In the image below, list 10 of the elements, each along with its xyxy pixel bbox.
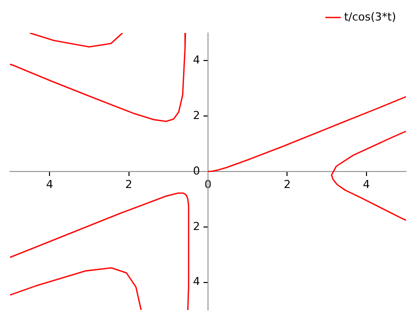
y-tick-label: 0	[193, 164, 200, 178]
y-tick-label: 2	[193, 220, 200, 233]
y-tick-label: 4	[193, 275, 200, 288]
x-tick-label: 4	[46, 178, 54, 191]
x-tick-label: 2	[284, 178, 291, 191]
x-tick-label: 4	[362, 178, 370, 191]
x-tick-label: 2	[125, 178, 132, 191]
y-tick-label: 4	[193, 54, 200, 67]
y-tick-label: 2	[193, 108, 200, 122]
legend-label: t/cos(3*t)	[344, 10, 396, 24]
